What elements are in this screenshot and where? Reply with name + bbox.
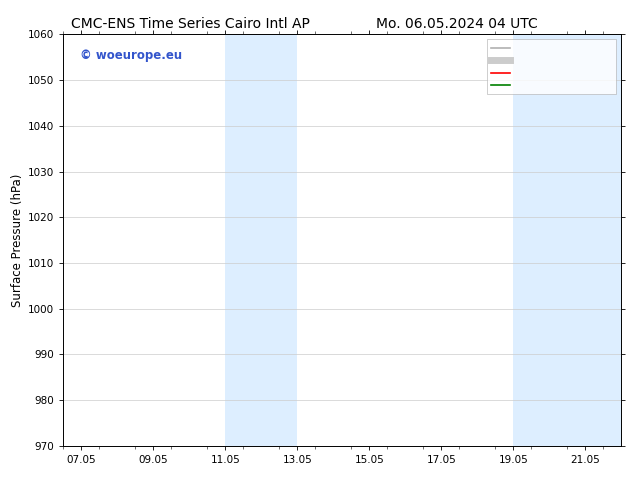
Y-axis label: Surface Pressure (hPa): Surface Pressure (hPa) [11,173,24,307]
Text: Mo. 06.05.2024 04 UTC: Mo. 06.05.2024 04 UTC [375,17,538,31]
Text: CMC-ENS Time Series Cairo Intl AP: CMC-ENS Time Series Cairo Intl AP [71,17,309,31]
Bar [225,34,297,446]
Bar [514,34,621,446]
Legend: min/max, Standard deviation, Ensemble mean run, Controll run: min/max, Standard deviation, Ensemble me… [487,39,616,94]
Text: © woeurope.eu: © woeurope.eu [80,49,182,62]
